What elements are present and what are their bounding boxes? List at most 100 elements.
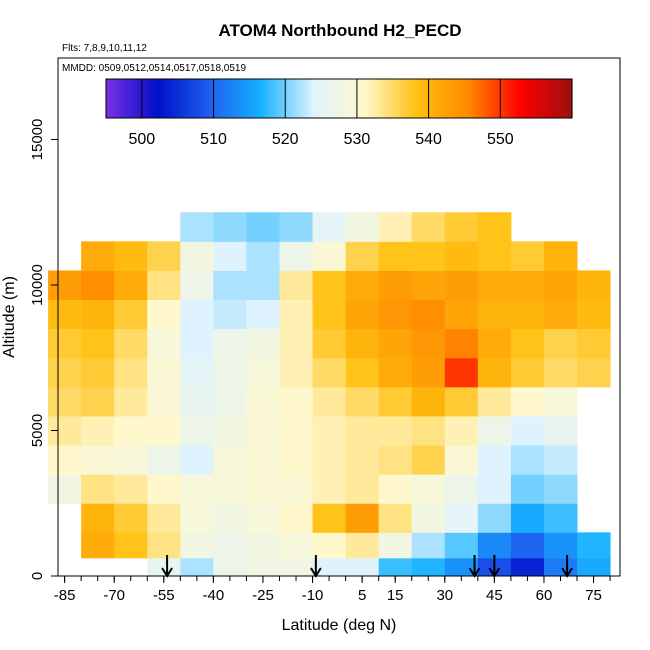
- colorbar-segment: [457, 79, 462, 118]
- heatmap-cell: [312, 532, 347, 559]
- colorbar-segment: [263, 79, 268, 118]
- colorbar-segment: [546, 79, 552, 118]
- colorbar-segment: [292, 79, 297, 118]
- y-axis-title: Altitude (m): [1, 276, 18, 358]
- colorbar-segment: [550, 79, 555, 118]
- colorbar-segment: [313, 79, 319, 118]
- heatmap-cell: [577, 328, 611, 359]
- colorbar-segment: [414, 79, 419, 118]
- heatmap-cell: [477, 270, 512, 301]
- heatmap-cell: [180, 503, 214, 533]
- heatmap-cell: [444, 415, 479, 446]
- colorbar-segment: [303, 79, 308, 118]
- heatmap-cell: [510, 503, 545, 533]
- heatmap-cell: [378, 503, 413, 533]
- heatmap-cell: [246, 503, 280, 533]
- plot-frame: [57, 57, 621, 577]
- colorbar-segment: [496, 79, 501, 118]
- heatmap-cell: [543, 445, 578, 475]
- chart-title: ATOM4 Northbound H2_PECD: [218, 21, 461, 40]
- heatmap-cell: [477, 503, 512, 533]
- x-tick-label: 75: [585, 587, 602, 604]
- colorbar-segment: [113, 79, 118, 118]
- colorbar-segment: [177, 79, 182, 118]
- heatmap-cell: [444, 357, 479, 388]
- heatmap-cell: [114, 241, 148, 271]
- heatmap-cell: [411, 299, 446, 330]
- colorbar-segment: [407, 79, 412, 118]
- heatmap-cell: [213, 241, 247, 271]
- x-tick-label: -85: [54, 587, 76, 604]
- x-tick-label: -10: [302, 587, 324, 604]
- colorbar-segment: [120, 79, 125, 118]
- colorbar-segment: [485, 79, 491, 118]
- colorbar-segment: [561, 79, 566, 118]
- heatmap-cell: [510, 357, 545, 388]
- heatmap-cell: [81, 299, 115, 330]
- heatmap-cell: [543, 557, 578, 577]
- colorbar-segment: [453, 79, 458, 118]
- heatmap-cell: [577, 557, 611, 577]
- heatmap-cell: [378, 557, 413, 577]
- heatmap-cell: [345, 386, 380, 417]
- heatmap-cell: [81, 386, 115, 417]
- profile-arrow: [488, 555, 501, 578]
- colorbar-segment: [543, 79, 548, 118]
- heatmap-cell: [444, 299, 479, 330]
- colorbar-segment: [525, 79, 530, 118]
- colorbar-segment: [385, 79, 390, 118]
- heatmap-cell: [180, 357, 214, 388]
- colorbar-segment: [382, 79, 387, 118]
- heatmap-cell: [180, 532, 214, 559]
- heatmap-cell: [114, 357, 148, 388]
- x-axis: -85 -70 -55 -40 -25 -10 5 15 30 45 60 75: [54, 576, 611, 604]
- heatmap-cell: [577, 299, 611, 330]
- colorbar-segment: [188, 79, 193, 118]
- heatmap-cell: [444, 212, 479, 242]
- heatmap-cell: [147, 299, 181, 330]
- heatmap-cell: [345, 241, 380, 271]
- heatmap-cell: [213, 415, 247, 446]
- colorbar-segment: [417, 79, 423, 118]
- y-tick-label: 0: [29, 572, 46, 580]
- heatmap-cell: [114, 474, 148, 504]
- heatmap-cell: [444, 270, 479, 301]
- heatmap-cell: [345, 532, 380, 559]
- heatmap-cell: [444, 503, 479, 533]
- heatmap-cell: [147, 386, 181, 417]
- heatmap-cell: [411, 415, 446, 446]
- heatmap-cell: [312, 474, 347, 504]
- colorbar-segment: [235, 79, 240, 118]
- colorbar-segment: [116, 79, 121, 118]
- colorbar-segment: [224, 79, 229, 118]
- heatmap-cell: [279, 270, 314, 301]
- heatmap-cell: [180, 328, 214, 359]
- colorbar-segment: [503, 79, 509, 118]
- heatmap-cell: [114, 299, 148, 330]
- heatmap-cell: [477, 415, 512, 446]
- heatmap-cell: [510, 474, 545, 504]
- heatmap-cell: [48, 474, 82, 504]
- colorbar-segment: [536, 79, 541, 118]
- colorbar-segment: [267, 79, 272, 118]
- mmdd-label: MMDD: 0509,0512,0514,0517,0518,0519: [62, 63, 246, 74]
- heatmap-cell: [510, 299, 545, 330]
- heatmap-cell: [147, 532, 181, 559]
- colorbar-segment: [163, 79, 168, 118]
- colorbar-segment: [464, 79, 469, 118]
- heatmap-cell: [147, 357, 181, 388]
- colorbar-segment: [174, 79, 179, 118]
- x-tick-label: -25: [252, 587, 274, 604]
- colorbar-segment: [439, 79, 444, 118]
- heatmap-cell: [345, 212, 380, 242]
- heatmap-cell: [246, 445, 280, 475]
- heatmap-cell: [345, 357, 380, 388]
- heatmap-cell: [477, 328, 512, 359]
- x-tick-label: 15: [387, 587, 404, 604]
- x-tick-label: 45: [486, 587, 503, 604]
- colorbar-segment: [371, 79, 376, 118]
- heatmap-cell: [543, 270, 578, 301]
- heatmap-cell: [411, 212, 446, 242]
- y-tick-label: 10000: [29, 264, 46, 306]
- colorbar-segment: [213, 79, 218, 118]
